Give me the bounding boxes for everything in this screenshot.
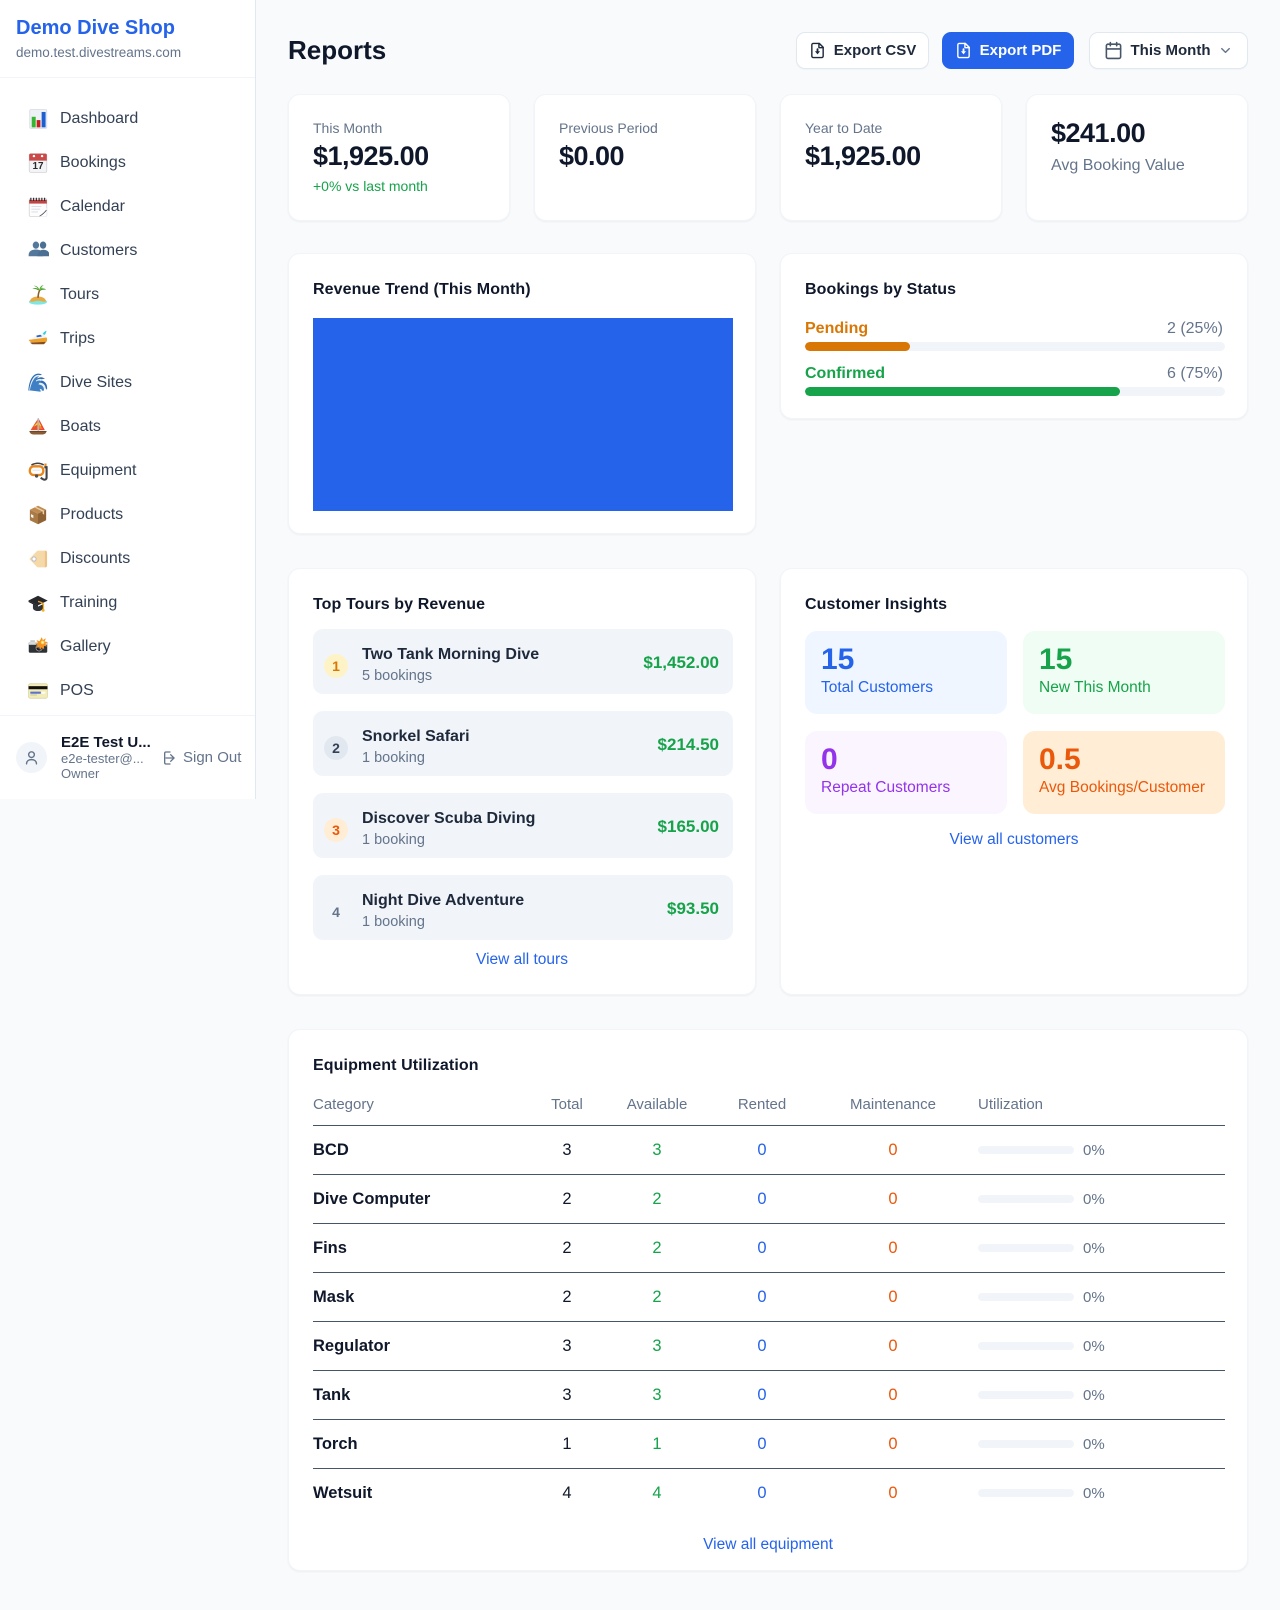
svg-text:17: 17 [32, 161, 44, 172]
